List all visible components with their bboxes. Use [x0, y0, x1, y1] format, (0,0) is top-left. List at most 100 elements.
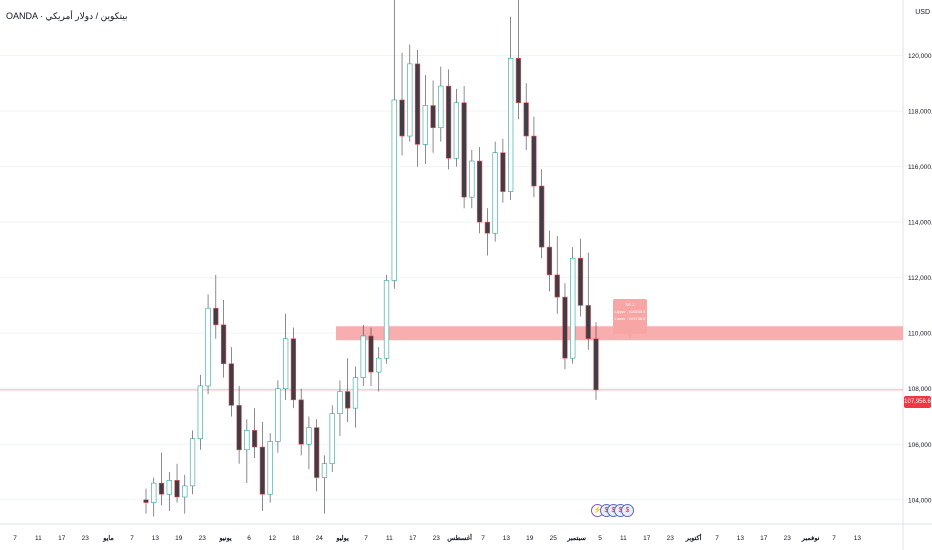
candle-body[interactable] [531, 135, 537, 187]
y-tick-label: 120,000.0 [908, 53, 932, 60]
candle-body[interactable] [251, 430, 258, 448]
candle-body[interactable] [213, 307, 219, 326]
us-flag-icon[interactable]: $ [621, 504, 634, 517]
candle-body[interactable] [453, 102, 459, 159]
candle-body[interactable] [515, 58, 522, 104]
candle-body[interactable] [430, 105, 436, 129]
y-tick-label: 118,000.0 [908, 109, 932, 116]
zone-tooltip-upper: Upper : 110250.5 [614, 309, 646, 314]
candle-body[interactable] [143, 499, 149, 503]
candle-body[interactable] [174, 480, 180, 498]
candle-body[interactable] [259, 446, 266, 495]
x-tick-label: 23 [82, 535, 90, 542]
candle-body[interactable] [469, 160, 475, 198]
y-tick-label: 114,000.0 [908, 220, 932, 227]
candle-body[interactable] [546, 246, 553, 276]
candle-body[interactable] [438, 85, 444, 129]
candle-body[interactable] [298, 399, 304, 445]
candle-body[interactable] [329, 413, 335, 464]
x-tick-label: 11 [35, 535, 42, 542]
candle-body[interactable] [290, 338, 297, 401]
candle-body[interactable] [376, 357, 382, 373]
candle-body[interactable] [197, 385, 203, 440]
candle-body[interactable] [166, 480, 172, 495]
candle-body[interactable] [383, 280, 390, 359]
y-tick-label: 116,000.0 [908, 164, 932, 171]
zone-tooltip-title: SR 1 [625, 302, 635, 307]
candle-body[interactable] [399, 99, 405, 137]
x-tick-label: 7 [481, 535, 485, 542]
candle-body[interactable] [283, 338, 289, 390]
x-tick-label: 7 [130, 535, 134, 542]
zone-tooltip-lower: Lower : 109746.5 [614, 316, 646, 321]
candle-body[interactable] [414, 63, 421, 145]
x-tick-label: 11 [386, 535, 393, 542]
x-tick-label: 7 [715, 535, 719, 542]
candle-body[interactable] [500, 152, 506, 192]
candle-body[interactable] [461, 102, 467, 198]
x-tick-label: نوفمبر [801, 535, 820, 542]
candle-body[interactable] [554, 274, 560, 298]
candle-body[interactable] [368, 335, 374, 373]
candle-body[interactable] [360, 335, 366, 378]
x-tick-label: 17 [643, 535, 651, 542]
x-tick-label: 17 [409, 535, 417, 542]
x-tick-label: 7 [364, 535, 368, 542]
candle-body[interactable] [508, 58, 514, 192]
candle-body[interactable] [570, 257, 576, 359]
symbol-title: OANDA · بيتكوين / دولار أمريكي [6, 11, 128, 21]
y-tick-label: 110,000.0 [908, 331, 932, 338]
x-tick-label: 23 [667, 535, 675, 542]
x-tick-label: 17 [58, 535, 66, 542]
candle-body[interactable] [158, 482, 165, 495]
candle-body[interactable] [593, 338, 599, 391]
x-tick-label: 19 [526, 535, 534, 542]
candle-body[interactable] [321, 463, 328, 478]
candle-body[interactable] [267, 441, 273, 495]
candle-body[interactable] [189, 438, 196, 487]
candle-body[interactable] [407, 63, 413, 137]
candle-body[interactable] [539, 185, 545, 248]
candle-body[interactable] [236, 405, 242, 451]
candle-body[interactable] [476, 160, 483, 223]
x-tick-label: 18 [292, 535, 300, 542]
x-tick-label: 5 [598, 535, 602, 542]
candle-body[interactable] [314, 427, 320, 478]
zone-tooltip: SR 1 Upper : 110250.5 Lower : 109746.5 [613, 299, 647, 338]
candle-body[interactable] [205, 307, 211, 387]
candle-body[interactable] [577, 257, 584, 306]
x-tick-label: 7 [13, 535, 17, 542]
x-tick-label: أغسطس [447, 532, 472, 542]
candle-body[interactable] [523, 102, 529, 137]
x-tick-label: 11 [620, 535, 627, 542]
candle-body[interactable] [151, 482, 157, 503]
candle-body[interactable] [391, 99, 397, 281]
y-tick-label: 106,000.0 [908, 442, 932, 449]
candle-body[interactable] [182, 485, 188, 498]
x-tick-label: 25 [550, 535, 558, 542]
candle-body[interactable] [337, 391, 343, 415]
x-tick-label: 13 [152, 535, 160, 542]
candle-body[interactable] [585, 305, 591, 340]
currency-label[interactable]: USD [915, 9, 930, 16]
x-tick-label: 23 [784, 535, 792, 542]
candle-body[interactable] [422, 105, 428, 145]
x-tick-label: 17 [760, 535, 768, 542]
candle-body[interactable] [306, 427, 312, 445]
candle-body[interactable] [352, 377, 359, 409]
candle-body[interactable] [244, 430, 250, 451]
candle-body[interactable] [562, 296, 568, 359]
candle-body[interactable] [275, 388, 281, 442]
candle-body[interactable] [484, 221, 491, 234]
candle-body[interactable] [220, 324, 227, 365]
candle-body[interactable] [445, 85, 452, 159]
candle-body[interactable] [345, 391, 351, 409]
candle-body[interactable] [492, 152, 498, 234]
x-tick-label: 19 [175, 535, 183, 542]
y-tick-label: 108,000.0 [908, 386, 932, 393]
x-tick-label: يوليو [335, 534, 349, 542]
candle-body[interactable] [228, 363, 234, 406]
x-tick-label: 23 [199, 535, 207, 542]
